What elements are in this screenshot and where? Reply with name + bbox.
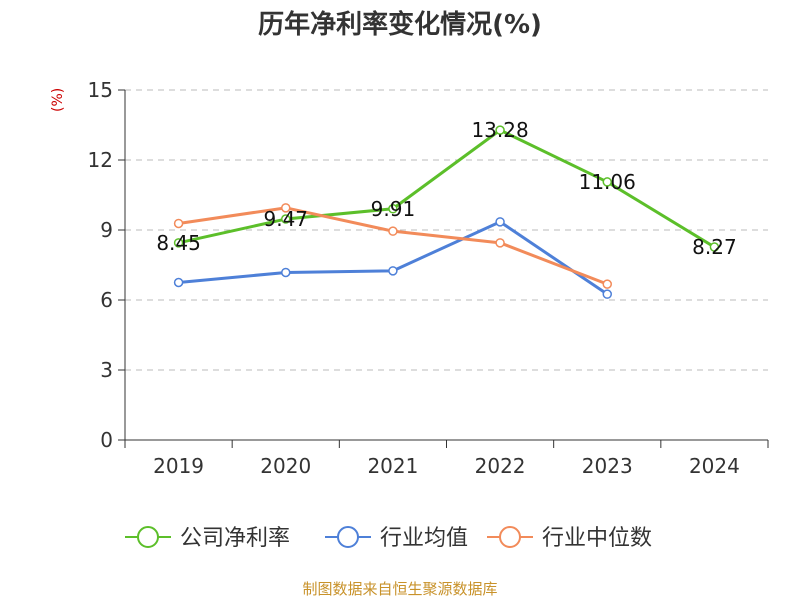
data-point bbox=[709, 242, 720, 252]
data-point bbox=[388, 226, 398, 236]
legend-marker bbox=[499, 526, 521, 548]
data-point bbox=[388, 266, 398, 276]
y-tick-label: 3 bbox=[100, 358, 113, 382]
x-tick-label: 2021 bbox=[367, 454, 418, 478]
data-label: 9.47 bbox=[263, 207, 308, 231]
legend-label: 行业中位数 bbox=[542, 526, 652, 551]
axes: 0 3 6 9 12 15 2019 2020 2021 2022 2023 2024 bbox=[88, 78, 769, 478]
data-point bbox=[173, 277, 184, 288]
data-label: 8.27 bbox=[692, 235, 737, 259]
data-label: 11.06 bbox=[579, 170, 636, 194]
data-point bbox=[281, 267, 291, 278]
legend-marker bbox=[337, 526, 359, 548]
data-label: 9.91 bbox=[371, 197, 416, 221]
legend-label: 公司净利率 bbox=[180, 526, 290, 551]
data-point bbox=[281, 214, 291, 224]
legend-label: 行业均值 bbox=[380, 526, 468, 551]
x-tick-label: 2019 bbox=[153, 454, 204, 478]
series-line bbox=[178, 128, 716, 249]
data-label: 13.28 bbox=[471, 118, 528, 142]
y-tick-label: 9 bbox=[100, 218, 113, 242]
chart-title: 历年净利率变化情况(%) bbox=[258, 10, 542, 40]
y-tick-label: 6 bbox=[100, 288, 113, 312]
data-point bbox=[602, 177, 612, 187]
x-tick-label: 2024 bbox=[689, 454, 740, 478]
grid-lines bbox=[125, 89, 768, 371]
x-tick-label: 2020 bbox=[260, 454, 311, 478]
data-labels: 8.45 9.47 9.91 13.28 11.06 8.27 bbox=[156, 118, 736, 259]
y-tick-label: 15 bbox=[88, 78, 113, 102]
x-tick-label: 2023 bbox=[582, 454, 633, 478]
data-point bbox=[388, 204, 398, 214]
data-point bbox=[281, 203, 291, 213]
data-point bbox=[495, 125, 505, 135]
legend: 公司净利率 行业均值 行业中位数 bbox=[125, 526, 652, 551]
series bbox=[173, 125, 720, 299]
data-point bbox=[173, 238, 184, 248]
data-point bbox=[173, 218, 184, 229]
data-point bbox=[602, 279, 612, 289]
legend-marker bbox=[137, 526, 159, 548]
data-source-note: 制图数据来自恒生聚源数据库 bbox=[302, 580, 498, 598]
x-tick-label: 2022 bbox=[475, 454, 526, 478]
data-label: 8.45 bbox=[156, 231, 201, 255]
data-point bbox=[602, 289, 612, 299]
data-point bbox=[495, 238, 505, 248]
y-tick-label: 0 bbox=[100, 428, 113, 452]
y-tick-label: 12 bbox=[88, 148, 113, 172]
data-point bbox=[495, 217, 505, 227]
